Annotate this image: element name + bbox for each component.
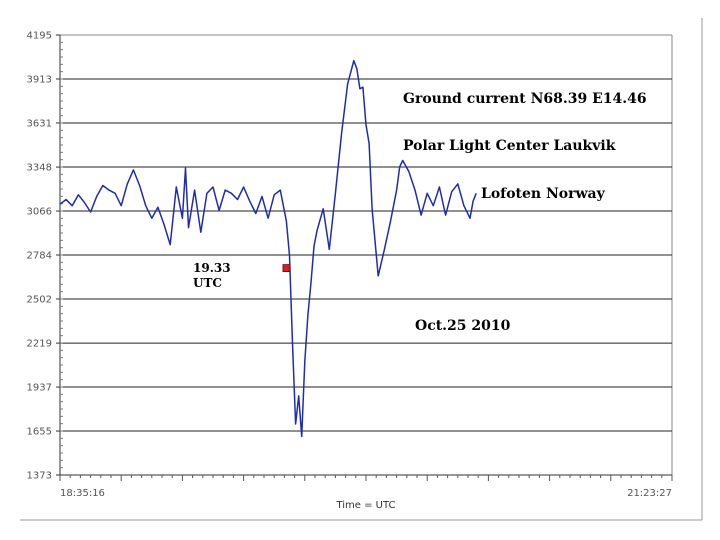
annotation-event-time: 19.33 [193,261,231,275]
grid-lines [60,78,672,432]
y-tick-label: 3348 [27,163,52,174]
annotation-center: Polar Light Center Laukvik [403,138,616,154]
y-tick-labels: 4195 3913 3631 3348 3066 2784 2502 2219 1937 1655… [27,31,60,482]
y-tick-label: 3066 [27,207,52,218]
x-start-label: 18:35:16 [60,488,105,499]
y-tick-label: 1373 [27,471,52,482]
y-tick-label: 3631 [27,118,52,129]
y-tick-label: 1937 [27,383,52,394]
annotation-event-utc: UTC [193,276,222,290]
y-tick-label: 1655 [27,427,52,438]
y-tick-label: 2219 [27,339,52,350]
x-end-label: 21:23:27 [627,488,672,499]
x-minor-ticks [59,41,673,481]
annotation-date: Oct.25 2010 [415,318,511,334]
y-tick-label: 4195 [27,31,52,42]
series-line-ground-current [59,59,477,438]
y-tick-label: 2784 [27,251,52,262]
annotation-ground-current: Ground current N68.39 E14.46 [403,91,647,107]
x-axis-title: Time = UTC [335,500,395,511]
event-marker [282,264,291,272]
y-tick-label: 3913 [27,74,52,85]
annotation-location: Lofoten Norway [481,186,606,202]
y-tick-label: 2502 [27,294,52,305]
